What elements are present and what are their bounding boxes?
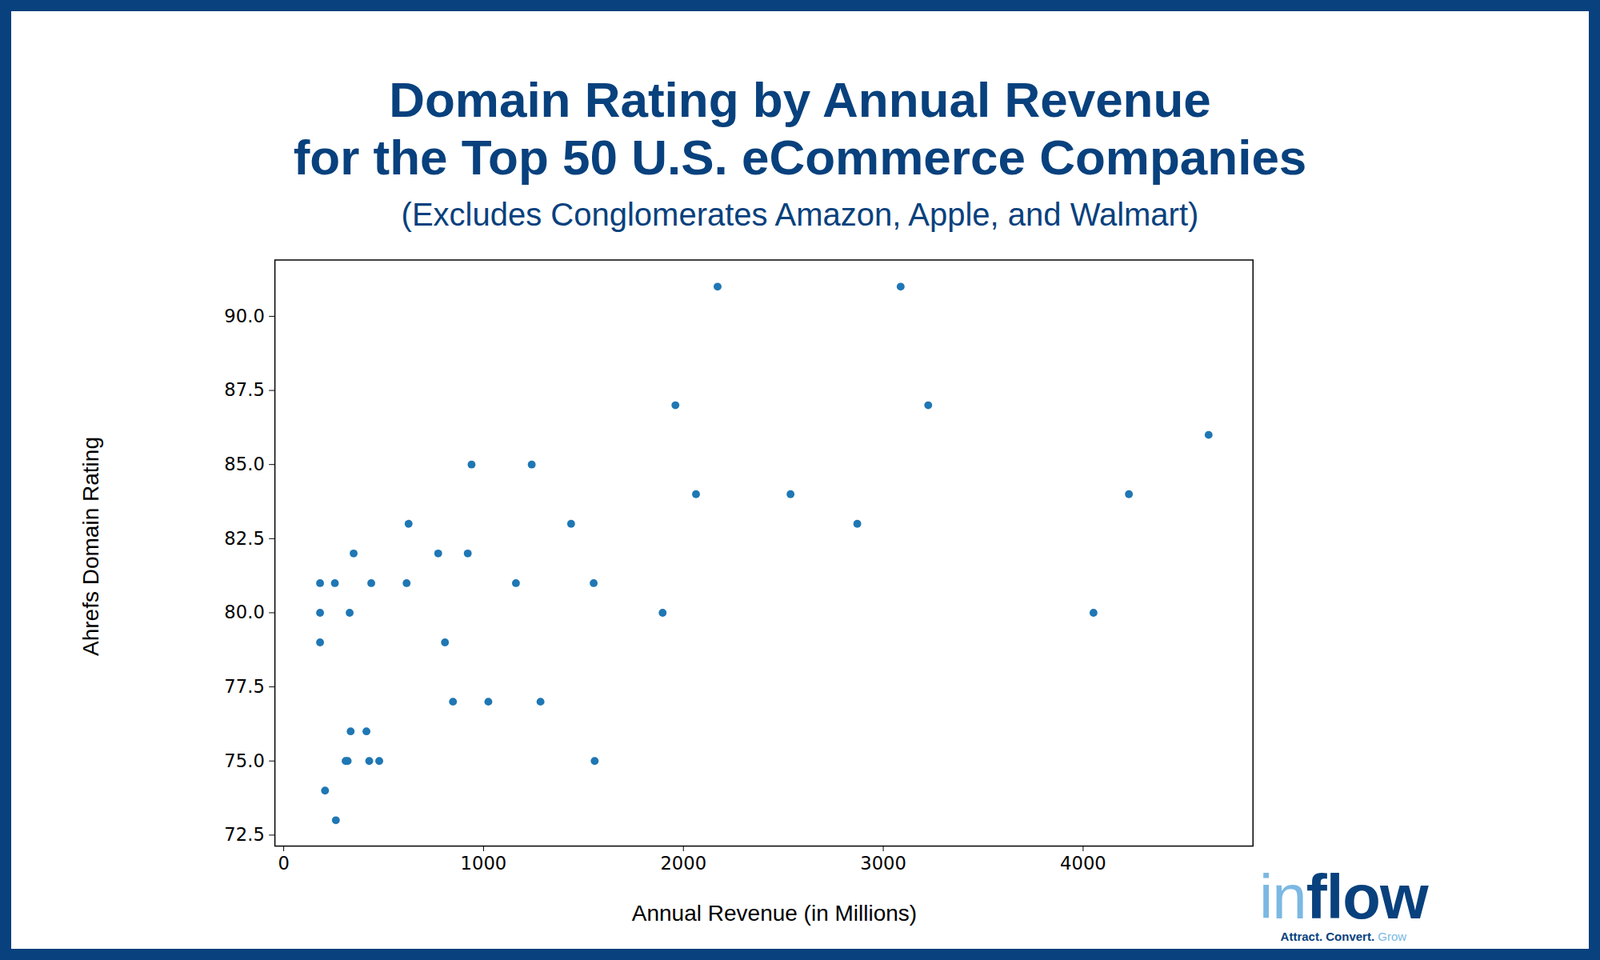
svg-text:77.5: 77.5 — [224, 676, 264, 697]
html-text:Annual Revenue (in Millions): Annual Revenue (in Millions) — [631, 900, 917, 926]
svg-text:90.0: 90.0 — [224, 305, 264, 327]
svg-text:75.0: 75.0 — [224, 750, 264, 772]
svg-text:1000: 1000 — [460, 852, 508, 874]
html-text:Attract. Convert. Grow: Attract. Convert. Grow — [1280, 929, 1407, 944]
svg-text:85.0: 85.0 — [224, 453, 264, 475]
svg-text:82.5: 82.5 — [224, 528, 264, 549]
svg-text:4000: 4000 — [1060, 852, 1107, 874]
html-text:for the Top 50 U.S. eCommerce: for the Top 50 U.S. eCommerce Companies — [293, 129, 1307, 185]
svg-text:87.5: 87.5 — [224, 379, 264, 400]
svg-text:72.5: 72.5 — [224, 824, 264, 845]
svg-text:3000: 3000 — [860, 852, 907, 874]
svg-text:80.0: 80.0 — [224, 601, 264, 623]
html-text:Domain Rating by Annual Revenu: Domain Rating by Annual Revenue — [388, 72, 1212, 128]
svg-text:0: 0 — [277, 852, 289, 874]
html-text:in flow: in flow — [1259, 861, 1428, 932]
svg-text:2000: 2000 — [660, 852, 707, 874]
html-text:Ahrefs Domain Rating: Ahrefs Domain Rating — [78, 436, 104, 656]
html-text:(Excludes Conglomerates Amazon: (Excludes Conglomerates Amazon, Apple, a… — [401, 196, 1199, 232]
